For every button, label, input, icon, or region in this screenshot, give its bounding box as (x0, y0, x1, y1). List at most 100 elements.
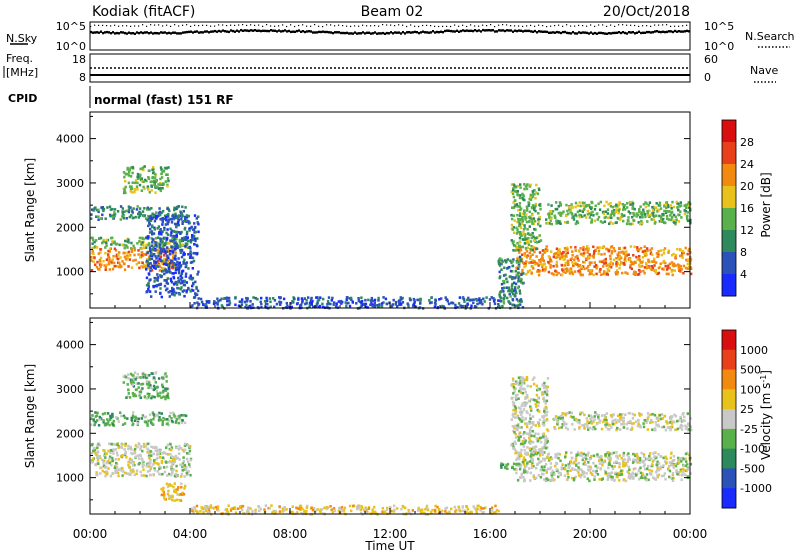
velocity-echo-cell (155, 453, 159, 456)
power-echo-cell (622, 205, 626, 209)
velocity-echo-cell (479, 509, 482, 512)
power-echo-cell (550, 212, 554, 216)
velocity-echo-cell (114, 443, 117, 446)
power-echo-cell (595, 272, 598, 276)
velocity-echo-cell (160, 493, 163, 497)
velocity-echo-cell (545, 413, 548, 417)
nsky-point (586, 31, 588, 35)
power-echo-cell (629, 264, 632, 267)
velocity-echo-cell (164, 418, 167, 421)
power-echo-cell (175, 291, 178, 295)
velocity-echo-cell (117, 420, 120, 423)
power-echo-cell (576, 254, 579, 258)
power-echo-cell (154, 249, 157, 252)
power-echo-cell (112, 254, 115, 258)
power-echo-cell (514, 203, 517, 207)
power-echo-cell (512, 214, 515, 217)
velocity-echo-cell (622, 478, 626, 481)
power-echo-cell (134, 181, 137, 185)
velocity-echo-cell (520, 454, 523, 457)
power-echo-cell (511, 270, 514, 273)
velocity-echo-cell (105, 472, 108, 476)
velocity-echo-cell (134, 378, 137, 381)
nsky-point (628, 31, 630, 34)
velocity-echo-cell (584, 463, 587, 466)
velocity-echo-cell (147, 383, 150, 387)
velocity-echo-cell (209, 506, 212, 509)
power-echo-cell (382, 296, 385, 299)
power-echo-cell (549, 210, 552, 213)
velocity-echo-cell (95, 471, 98, 474)
velocity-echo-cell (158, 467, 161, 471)
power-echo-cell (533, 237, 537, 241)
power-echo-cell (193, 302, 196, 305)
nsearch-point (434, 25, 436, 27)
nsearch-point (142, 24, 144, 26)
power-echo-cell (414, 305, 418, 309)
nsky-point (560, 31, 562, 35)
power-echo-cell (466, 298, 469, 302)
power-echo-cell (266, 302, 269, 306)
power-echo-cell (123, 268, 127, 272)
velocity-echo-cell (105, 470, 108, 473)
velocity-echo-region (90, 411, 188, 427)
power-echo-cell (300, 297, 304, 300)
velocity-echo-cell (555, 462, 559, 466)
power-echo-cell (642, 210, 646, 214)
nsearch-point (654, 24, 656, 26)
power-echo-cell (670, 253, 674, 257)
velocity-echo-cell (173, 457, 176, 461)
velocity-echo-cell (146, 442, 149, 446)
velocity-echo-cell (151, 372, 154, 375)
velocity-echo-cell (668, 464, 671, 468)
velocity-echo-cell (132, 385, 135, 388)
nsky-point (466, 29, 468, 32)
velocity-echo-cell (139, 448, 142, 451)
velocity-echo-cell (175, 491, 178, 494)
nsky-point (456, 29, 458, 32)
nsky-point (232, 29, 234, 33)
velocity-echo-cell (140, 417, 143, 420)
power-echo-cell (587, 265, 590, 268)
power-echo-cell (690, 272, 693, 276)
velocity-echo-cell (475, 508, 478, 512)
power-echo-cell (170, 229, 173, 232)
velocity-echo-cell (600, 455, 603, 458)
velocity-echo-cell (655, 456, 659, 459)
power-echo-cell (123, 210, 126, 214)
power-echo-cell (686, 262, 689, 266)
velocity-echo-cell (173, 474, 177, 477)
velocity-echo-cell (623, 458, 626, 461)
beam-title: Beam 02 (361, 4, 424, 20)
nsky-point (254, 29, 256, 32)
power-echo-cell (575, 214, 578, 218)
nsearch-point (482, 24, 484, 26)
power-echo-cell (592, 273, 595, 277)
nsky-point (238, 30, 240, 33)
power-echo-cell (360, 301, 363, 304)
power-echo-cell (185, 219, 189, 222)
power-echo-cell (520, 259, 523, 263)
power-echo-cell (609, 261, 613, 264)
power-echo-cell (604, 210, 608, 213)
power-echo-cell (273, 305, 276, 309)
velocity-echo-cell (135, 417, 138, 420)
nsky-point (170, 32, 172, 35)
velocity-echo-cell (520, 473, 523, 477)
nsearch-point (458, 25, 460, 27)
nsearch-point (150, 24, 152, 26)
power-echo-cell (513, 287, 517, 291)
power-echo-cell (666, 266, 670, 270)
power-echo-cell (676, 206, 679, 209)
velocity-echo-cell (170, 446, 174, 449)
power-echo-cell (194, 230, 197, 234)
power-echo-cell (537, 212, 540, 215)
power-echo-cell (189, 247, 192, 250)
nsky-point (244, 29, 246, 32)
velocity-echo-cell (609, 472, 612, 475)
power-echo-cell (611, 262, 614, 265)
power-echo-cell (513, 281, 516, 285)
power-echo-cell (564, 214, 568, 218)
power-echo-cell (162, 254, 166, 257)
power-echo-cell (565, 203, 568, 207)
